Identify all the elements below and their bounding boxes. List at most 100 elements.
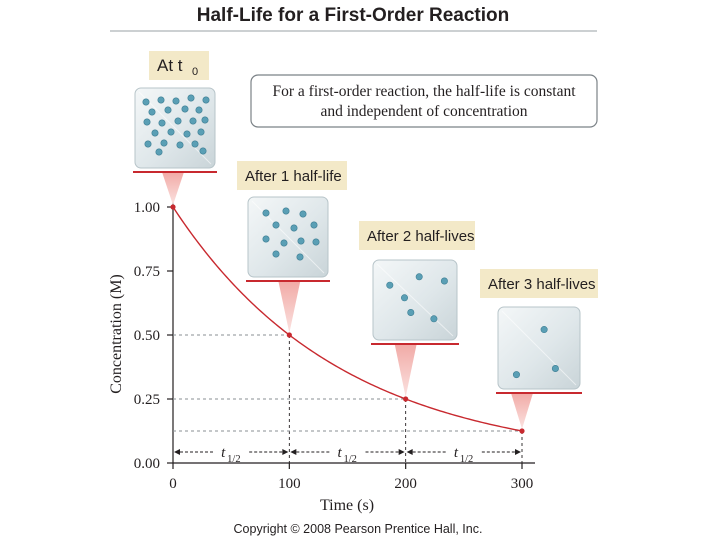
molecule <box>407 308 415 316</box>
y-tick-group: 0.00 0.25 0.50 0.75 1.00 <box>134 200 173 472</box>
data-point <box>286 332 292 338</box>
molecule <box>440 277 448 285</box>
snapshot-label: After 1 half-life <box>237 161 347 190</box>
snapshot-box <box>133 87 217 173</box>
data-point <box>403 396 409 402</box>
x-tick-label: 200 <box>394 476 417 492</box>
molecule <box>202 96 210 104</box>
snapshot-label-text: At t <box>157 56 183 75</box>
callout-cones <box>162 172 533 429</box>
glass-highlight <box>501 310 577 386</box>
snapshot-box <box>496 306 582 394</box>
molecule <box>191 140 199 148</box>
axes <box>172 186 535 464</box>
molecule <box>199 147 207 155</box>
half-life-label: t <box>221 445 226 461</box>
snapshot-label-bg <box>149 51 209 80</box>
arrowhead-left <box>174 449 180 455</box>
arrowhead-right <box>282 449 289 455</box>
x-tick-label: 100 <box>278 476 301 492</box>
molecule <box>158 119 166 127</box>
molecule <box>262 235 270 243</box>
molecule <box>176 141 184 149</box>
y-tick-label: 0.25 <box>134 392 160 408</box>
snapshot-box <box>246 196 330 282</box>
data-point <box>170 204 176 210</box>
x-tick-label: 0 <box>169 476 177 492</box>
arrowhead-right <box>398 449 405 455</box>
y-axis-label: Concentration (M) <box>108 274 125 394</box>
note-box: For a first-order reaction, the half-lif… <box>250 74 598 128</box>
arrowhead-left <box>290 449 297 455</box>
molecule <box>151 129 159 137</box>
y-tick-label: 0.00 <box>134 456 160 472</box>
molecule <box>157 96 165 104</box>
glass-highlight <box>376 263 454 337</box>
half-life-subscript: 1/2 <box>344 454 357 465</box>
molecule <box>400 294 408 302</box>
molecule <box>280 239 288 247</box>
arrowhead-right <box>515 449 521 455</box>
data-point <box>519 428 525 434</box>
data-points <box>170 204 525 434</box>
snapshot-label: After 3 half-lives <box>480 269 598 298</box>
molecule <box>262 209 270 217</box>
guide-lines <box>173 334 523 463</box>
copyright: Copyright © 2008 Pearson Prentice Hall, … <box>234 522 483 536</box>
y-tick-label: 1.00 <box>134 200 160 216</box>
molecule <box>187 94 195 102</box>
chart-title: Half-Life for a First-Order Reaction <box>197 5 510 26</box>
molecule <box>197 128 205 136</box>
molecule <box>181 105 189 113</box>
snapshot-label: After 2 half-lives <box>359 221 475 250</box>
molecule <box>167 128 175 136</box>
snapshot-label-text: After 3 half-lives <box>488 276 596 293</box>
molecule <box>512 371 520 379</box>
molecule <box>183 130 191 138</box>
snapshot-labels: At t 0 After 1 half-life After 2 half-lives… <box>149 51 598 298</box>
y-tick-label: 0.50 <box>134 328 160 344</box>
x-tick-label: 300 <box>511 476 534 492</box>
molecule <box>386 281 394 289</box>
half-life-markers: t 1/2 t 1/2 t 1/2 <box>174 445 521 465</box>
half-life-interval: t 1/2 <box>174 445 289 465</box>
molecule <box>142 98 150 106</box>
callout-cone <box>162 172 184 205</box>
arrowhead-left <box>406 449 413 455</box>
molecule <box>195 106 203 114</box>
snapshot-boxes <box>133 87 582 394</box>
molecule <box>201 116 209 124</box>
decay-curve <box>172 206 523 432</box>
molecule <box>144 140 152 148</box>
note-line-2: and independent of concentration <box>320 103 527 120</box>
molecule <box>143 118 151 126</box>
molecule <box>272 250 280 258</box>
half-life-interval: t 1/2 <box>290 445 405 465</box>
x-axis-label: Time (s) <box>320 497 374 514</box>
snapshot-label-bg <box>359 221 475 250</box>
callout-cone <box>394 344 417 397</box>
molecule <box>172 97 180 105</box>
molecule <box>189 117 197 125</box>
snapshot-label-subscript: 0 <box>192 66 198 78</box>
callout-cone <box>278 281 301 333</box>
molecule <box>299 210 307 218</box>
snapshot-label: At t 0 <box>149 51 209 80</box>
molecule <box>160 139 168 147</box>
glass-highlight <box>138 91 212 165</box>
snapshot-label-bg <box>480 269 598 298</box>
molecule <box>272 221 280 229</box>
molecule <box>415 273 423 281</box>
half-life-subscript: 1/2 <box>460 454 473 465</box>
molecule <box>164 106 172 114</box>
molecule <box>155 148 163 156</box>
molecule <box>174 117 182 125</box>
snapshot-label-text: After 1 half-life <box>245 168 342 185</box>
x-tick-group: 0 100 200 300 <box>169 463 533 492</box>
molecule <box>148 108 156 116</box>
snapshot-box <box>371 259 459 345</box>
half-life-label: t <box>338 445 343 461</box>
callout-cone <box>511 393 533 429</box>
half-life-subscript: 1/2 <box>227 454 240 465</box>
